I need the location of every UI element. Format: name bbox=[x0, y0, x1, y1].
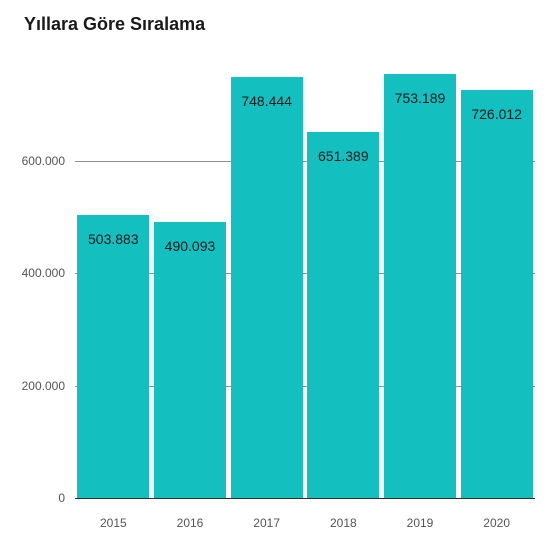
y-tick-label: 200.000 bbox=[0, 379, 65, 393]
x-tick-label: 2015 bbox=[100, 516, 127, 530]
y-tick-label: 600.000 bbox=[0, 154, 65, 168]
chart-title: Yıllara Göre Sıralama bbox=[24, 14, 205, 35]
bar: 726.012 bbox=[461, 90, 533, 498]
bar: 651.389 bbox=[307, 132, 379, 498]
yearly-ranking-chart: Yıllara Göre Sıralama 503.883 490.093 748.… bbox=[0, 0, 550, 550]
y-tick-label: 0 bbox=[0, 491, 65, 505]
bar: 753.189 bbox=[384, 74, 456, 498]
bar: 503.883 bbox=[77, 215, 149, 498]
x-tick-label: 2020 bbox=[483, 516, 510, 530]
x-tick-label: 2016 bbox=[177, 516, 204, 530]
bars-layer: 503.883 490.093 748.444 651.389 753.189 726.0… bbox=[75, 48, 535, 498]
bar-value-label: 753.189 bbox=[384, 90, 456, 106]
gridline bbox=[75, 498, 535, 499]
bar: 490.093 bbox=[154, 222, 226, 498]
bar-value-label: 490.093 bbox=[154, 238, 226, 254]
bar-value-label: 748.444 bbox=[231, 93, 303, 109]
x-tick-label: 2019 bbox=[407, 516, 434, 530]
plot-area: 503.883 490.093 748.444 651.389 753.189 726.0… bbox=[75, 48, 535, 498]
x-tick-label: 2017 bbox=[253, 516, 280, 530]
bar: 748.444 bbox=[231, 77, 303, 498]
bar-value-label: 726.012 bbox=[461, 106, 533, 122]
x-tick-label: 2018 bbox=[330, 516, 357, 530]
y-tick-label: 400.000 bbox=[0, 266, 65, 280]
bar-value-label: 651.389 bbox=[307, 148, 379, 164]
bar-value-label: 503.883 bbox=[77, 231, 149, 247]
